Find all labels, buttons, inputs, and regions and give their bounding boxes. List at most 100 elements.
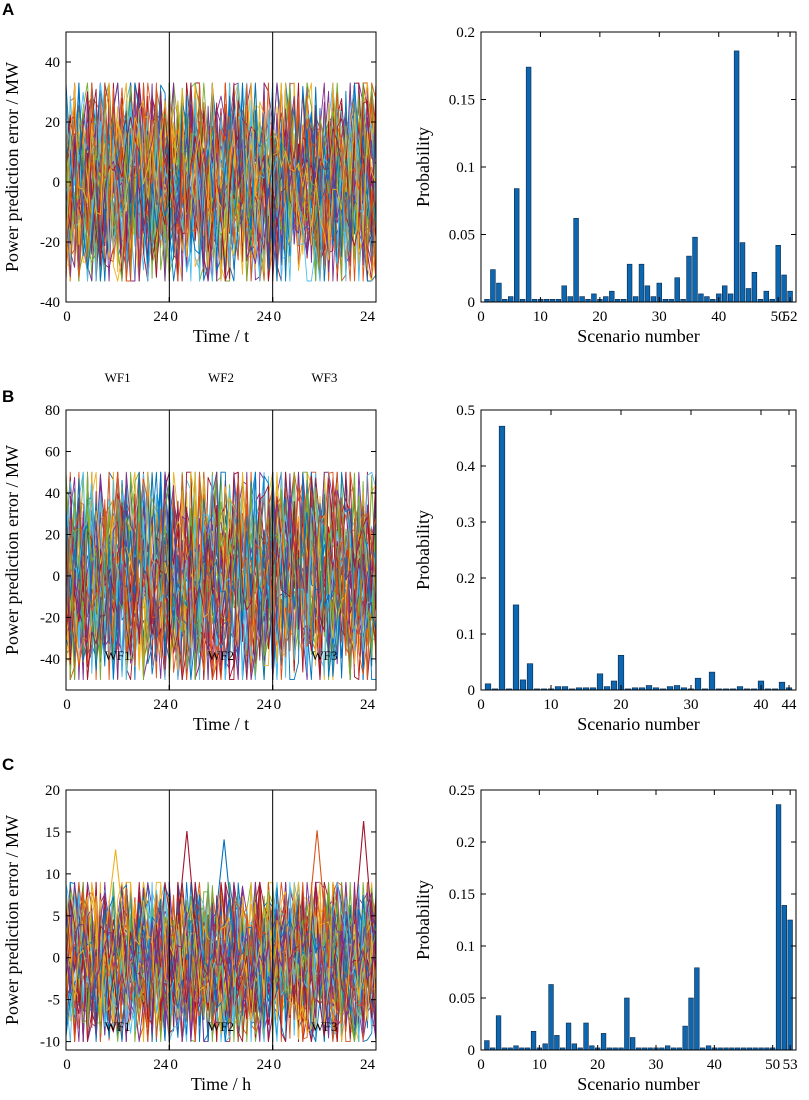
bar: [705, 1045, 712, 1051]
y-tick-label: 80: [45, 403, 60, 419]
bar: [694, 677, 702, 691]
series-line: [66, 482, 376, 681]
bar: [573, 218, 579, 303]
y-tick-label: 0.15: [449, 93, 475, 109]
bar: [694, 967, 700, 1051]
x-axis-label: Time / t: [193, 326, 249, 346]
segment-label: WF2: [208, 370, 234, 385]
bar: [650, 296, 657, 303]
series-line: [66, 471, 376, 681]
y-tick-label: 0.25: [449, 783, 475, 799]
bar: [513, 1045, 519, 1051]
y-tick-label: 0: [53, 569, 61, 585]
x-tick-label: 0: [170, 697, 178, 713]
bar: [775, 245, 781, 303]
x-tick-label: 24: [257, 1057, 273, 1073]
x-tick-label: 53: [783, 1057, 798, 1073]
y-axis-label: Power prediction error / MW: [2, 62, 22, 272]
bar: [664, 1045, 671, 1051]
segment-label: WF1: [105, 648, 131, 663]
bar: [624, 997, 630, 1051]
y-tick-label: 0.5: [456, 403, 475, 419]
y-tick-label: 60: [45, 444, 60, 460]
bar: [589, 1045, 595, 1051]
x-tick-label: 20: [592, 309, 607, 325]
y-tick-label: 40: [45, 55, 60, 71]
bar: [603, 686, 611, 691]
x-tick-label: 40: [754, 697, 769, 713]
bar: [686, 255, 692, 303]
bar: [787, 919, 793, 1051]
x-tick-label: 30: [652, 309, 667, 325]
bar: [600, 1033, 607, 1051]
series-line: [66, 82, 376, 282]
bar: [596, 673, 604, 691]
bar: [495, 1015, 502, 1051]
bar: [673, 685, 681, 691]
y-tick-label: 40: [45, 486, 60, 502]
bar: [530, 1031, 537, 1051]
y-tick-label: -20: [40, 610, 60, 626]
bar: [704, 296, 710, 303]
bar: [727, 293, 734, 303]
series-line: [66, 881, 376, 1043]
y-tick-label: 0.1: [456, 627, 475, 643]
plot-frame: [480, 789, 797, 1051]
x-tick-label: 0: [274, 697, 282, 713]
x-tick-label: 0: [274, 1057, 282, 1073]
y-tick-label: 20: [45, 115, 60, 131]
y-tick-label: 0.05: [449, 991, 475, 1007]
bar: [490, 269, 496, 303]
bar: [526, 663, 534, 691]
x-tick-label: 0: [63, 309, 71, 325]
bar: [498, 425, 506, 691]
chart-c-bar: 0 10 20 30 40 50 53 0 0.05 0.1 0.15 0.2 0.25 Probabil…: [413, 783, 798, 1094]
y-tick-label: 15: [45, 825, 60, 841]
y-tick-label: -40: [40, 295, 60, 311]
x-tick-label: 24: [153, 309, 169, 325]
series-group: [66, 82, 376, 282]
series-line: [66, 881, 376, 1043]
bar: [609, 290, 615, 303]
bar: [567, 296, 573, 303]
y-tick-label: 0: [468, 295, 476, 311]
y-tick-label: -20: [40, 235, 60, 251]
bar: [692, 236, 698, 303]
spike-line: [106, 849, 126, 933]
panel-label-b: B: [2, 387, 14, 406]
y-tick-label: 0.1: [456, 939, 475, 955]
segment-label: WF2: [208, 1019, 234, 1034]
segment-label: WF2: [208, 648, 234, 663]
x-tick-label: 0: [477, 1057, 485, 1073]
x-tick-label: 0: [477, 309, 485, 325]
series-line: [66, 881, 376, 1043]
y-tick-label: 0.1: [456, 160, 475, 176]
bar: [632, 296, 639, 303]
bar: [688, 997, 694, 1051]
y-tick-label: -40: [40, 652, 60, 668]
series-line: [66, 82, 376, 282]
x-axis-label: Scenario number: [577, 326, 699, 346]
y-tick-label: 0.2: [456, 571, 475, 587]
x-tick-label: 50: [765, 1057, 780, 1073]
y-tick-label: 20: [45, 783, 60, 799]
bar: [548, 984, 554, 1051]
bar: [644, 285, 651, 303]
bar: [484, 683, 492, 691]
series-line: [66, 881, 376, 1041]
y-tick-label: 0: [53, 951, 61, 967]
bar: [733, 50, 740, 303]
bar: [698, 293, 704, 303]
bar: [554, 1035, 560, 1051]
segment-label: WF3: [311, 1019, 337, 1034]
bar: [591, 293, 597, 303]
x-tick-label: 24: [153, 697, 169, 713]
series-group: [66, 471, 376, 681]
bar: [519, 679, 527, 691]
series-line: [66, 82, 376, 282]
bar: [603, 296, 609, 303]
bar: [775, 804, 782, 1051]
y-tick-label: 0: [468, 1043, 476, 1059]
